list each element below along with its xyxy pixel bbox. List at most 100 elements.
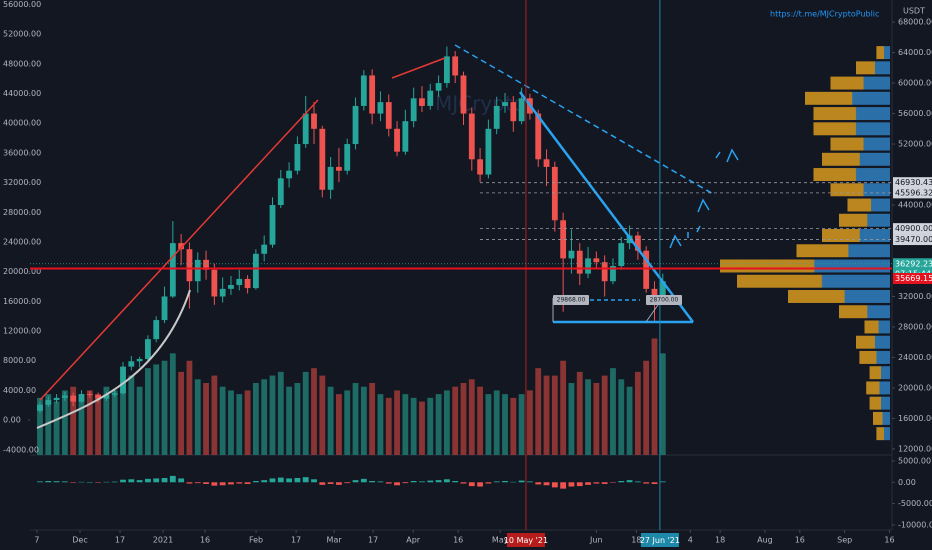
volume-bar xyxy=(634,371,641,455)
volume-bar xyxy=(327,386,334,455)
candle-body xyxy=(302,113,309,145)
macd-bar xyxy=(311,479,317,483)
profile-bar xyxy=(805,91,890,105)
support-label: 35669.15 xyxy=(895,274,932,283)
candle-body xyxy=(435,83,442,91)
y2-tick-label: 56000.00 xyxy=(3,0,41,9)
level-label: 39470.00 xyxy=(895,235,932,244)
candle-body xyxy=(410,98,417,122)
volume-bar xyxy=(394,390,400,455)
macd-bar xyxy=(252,480,259,483)
volume-bar xyxy=(485,394,492,455)
y-tick-label: 52000.00 xyxy=(898,140,932,149)
candle-body xyxy=(194,259,201,282)
volume-bar xyxy=(402,394,409,455)
candle-body xyxy=(610,265,616,282)
x-tick-label: 2021 xyxy=(153,536,173,545)
macd-bar xyxy=(169,475,176,483)
macd-bar xyxy=(485,482,492,484)
candle-body xyxy=(70,395,77,402)
volume-bar xyxy=(551,375,558,455)
volume-bar xyxy=(128,375,135,455)
volume-bar xyxy=(70,386,77,455)
candle-body xyxy=(53,397,60,401)
time-marker-box xyxy=(506,533,545,547)
volume-bar xyxy=(103,386,110,455)
candle-body xyxy=(427,90,434,106)
candle-body xyxy=(477,159,484,175)
volume-bar xyxy=(543,375,550,455)
candle-body xyxy=(252,253,259,289)
profile-bar xyxy=(856,61,890,75)
x-tick-label: Dec xyxy=(72,536,87,545)
x-tick-label: 18 xyxy=(631,536,641,545)
candle-body xyxy=(103,394,110,399)
volume-bar xyxy=(302,371,309,455)
macd-bar xyxy=(651,482,658,484)
candle-body xyxy=(269,205,276,245)
macd-bar xyxy=(477,482,484,487)
profile-bar xyxy=(813,168,890,182)
volume-bar xyxy=(610,368,616,455)
candle-body xyxy=(651,288,658,301)
macd-bar xyxy=(659,481,666,483)
candle-body xyxy=(286,170,293,179)
trend-line xyxy=(454,44,716,196)
profile-bar xyxy=(822,229,890,242)
macd-bar xyxy=(593,482,600,484)
macd-bar xyxy=(460,482,467,484)
volume-bar xyxy=(585,379,591,455)
x-tick-label: 16 xyxy=(453,536,463,545)
candle-body xyxy=(261,244,268,254)
volume-bar xyxy=(510,397,517,455)
x-tick-label: 18 xyxy=(715,536,725,545)
link[interactable]: https://t.me/MJCryptoPublic xyxy=(770,10,879,19)
candle-body xyxy=(86,394,93,396)
candle-body xyxy=(551,166,558,221)
volume-bar xyxy=(136,386,143,455)
volume-bar xyxy=(45,394,52,455)
candle-body xyxy=(45,400,52,405)
y2-tick-label: 36000.00 xyxy=(3,148,41,157)
volume-bar xyxy=(460,383,467,455)
y-tick-label: 64000.00 xyxy=(898,48,932,57)
macd-bar xyxy=(360,478,367,483)
y2-tick-label: 20000.00 xyxy=(3,267,41,276)
macd-bar xyxy=(178,478,185,483)
y2-tick-label: 16000.00 xyxy=(3,297,41,306)
macd-bar xyxy=(352,480,359,483)
macd-bar xyxy=(161,478,168,483)
candle-body xyxy=(219,288,226,297)
level-label-box xyxy=(893,187,932,199)
volume-bar xyxy=(593,383,600,455)
candle-body xyxy=(535,113,542,160)
candle-body xyxy=(643,250,650,289)
profile-bar xyxy=(796,244,890,258)
candle-body xyxy=(277,178,284,206)
volume-bar xyxy=(95,394,102,455)
candle-body xyxy=(169,243,176,297)
volume-bar xyxy=(576,371,583,455)
x-tick-label: Sep xyxy=(837,536,852,545)
candle-body xyxy=(485,128,492,175)
profile-bar xyxy=(813,122,890,136)
volume-bar xyxy=(419,401,425,455)
volume-bar xyxy=(659,353,666,455)
profile-bar xyxy=(869,366,890,380)
candle-body xyxy=(228,285,234,289)
candle-body xyxy=(203,259,209,270)
candle-body xyxy=(659,281,666,301)
candle-body xyxy=(385,102,392,129)
macd-bar xyxy=(294,478,301,483)
x-tick-label: 17 xyxy=(115,536,125,545)
candle-body xyxy=(178,243,185,250)
macd-bar xyxy=(277,477,284,483)
profile-bar xyxy=(839,213,890,227)
volume-bar xyxy=(336,394,342,455)
level-label: 46930.43 xyxy=(895,178,932,187)
macd-bar xyxy=(410,480,417,483)
level-label: 45596.32 xyxy=(895,188,932,197)
macd-bar xyxy=(518,480,525,483)
macd-bar xyxy=(493,481,500,483)
y-tick-label: 68000.00 xyxy=(898,18,932,27)
